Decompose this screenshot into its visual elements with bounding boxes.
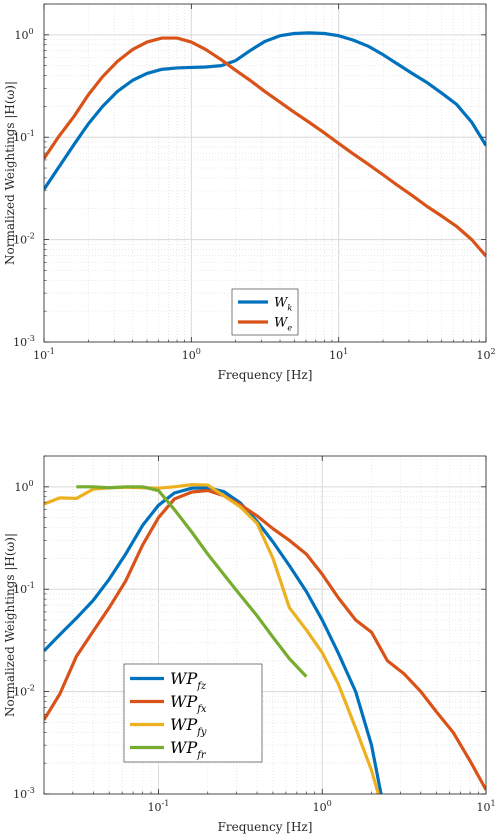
chart-1: 10-1 100 101 102 10-3 10-2 10-1 100 Frequency [H… <box>3 3 496 382</box>
y-tick-label: 10-3 <box>13 786 35 801</box>
x-tick-label: 10-1 <box>148 799 170 814</box>
x-axis: 10-1 100 101 102 <box>33 4 496 362</box>
axes-box <box>43 455 487 795</box>
legend-label-WPfy: WPfy <box>170 715 207 738</box>
y-tick-label: 10-1 <box>13 581 35 596</box>
grid <box>43 3 487 343</box>
legend-box <box>231 288 299 336</box>
legend-label-WPfr: WPfr <box>170 738 207 761</box>
y-tick-label: 10-2 <box>13 232 35 247</box>
y-tick-label: 10-1 <box>13 129 35 144</box>
x-tick-label: 101 <box>476 799 495 814</box>
y-tick-label: 100 <box>14 479 33 494</box>
axes-box <box>43 3 487 343</box>
x-axis: 10-1 100 101 <box>43 456 496 814</box>
x-tick-label: 101 <box>329 347 348 362</box>
legend-label-WPfx: WPfx <box>170 692 207 715</box>
series-line-WPfr <box>76 485 308 678</box>
x-tick-label: 10-1 <box>33 347 55 362</box>
series-line-WPfx <box>44 488 486 791</box>
y-tick-label: 100 <box>14 27 33 42</box>
series-line-Wk <box>44 31 486 191</box>
x-tick-label: 100 <box>313 799 332 814</box>
series-lines <box>44 31 486 258</box>
y-axis-label: Normalized Weightings |H(ω)| <box>3 81 17 265</box>
x-axis-label: Frequency [Hz] <box>218 368 313 382</box>
legend-box <box>123 663 263 763</box>
y-axis: 10-3 10-2 10-1 100 <box>13 3 486 349</box>
legend-label-Wk: Wk <box>274 296 292 313</box>
legend-label-We: We <box>274 316 292 333</box>
grid <box>43 455 487 795</box>
y-axis: 10-3 10-2 10-1 100 <box>13 455 486 801</box>
legend: Wk We <box>231 288 299 336</box>
x-tick-label: 100 <box>182 347 201 362</box>
y-tick-label: 10-2 <box>13 684 35 699</box>
x-axis-label: Frequency [Hz] <box>218 820 313 834</box>
series-lines <box>44 483 486 794</box>
legend-label-WPfz: WPfz <box>170 669 207 692</box>
y-tick-label: 10-3 <box>13 334 35 349</box>
x-tick-label: 102 <box>476 347 495 362</box>
series-line-We <box>44 36 486 258</box>
y-axis-label: Normalized Weightings |H(ω)| <box>3 533 17 717</box>
